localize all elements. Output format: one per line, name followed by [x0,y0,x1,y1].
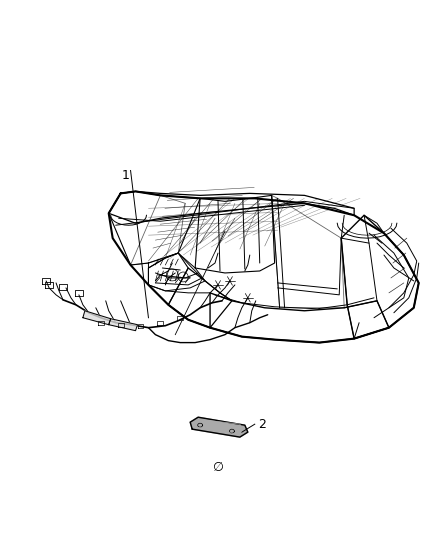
Text: 1: 1 [122,169,130,182]
Polygon shape [193,419,243,434]
Polygon shape [83,311,111,325]
Polygon shape [190,417,248,437]
Polygon shape [109,319,138,330]
Text: $\emptyset$: $\emptyset$ [212,460,224,474]
Text: 2: 2 [258,418,266,431]
